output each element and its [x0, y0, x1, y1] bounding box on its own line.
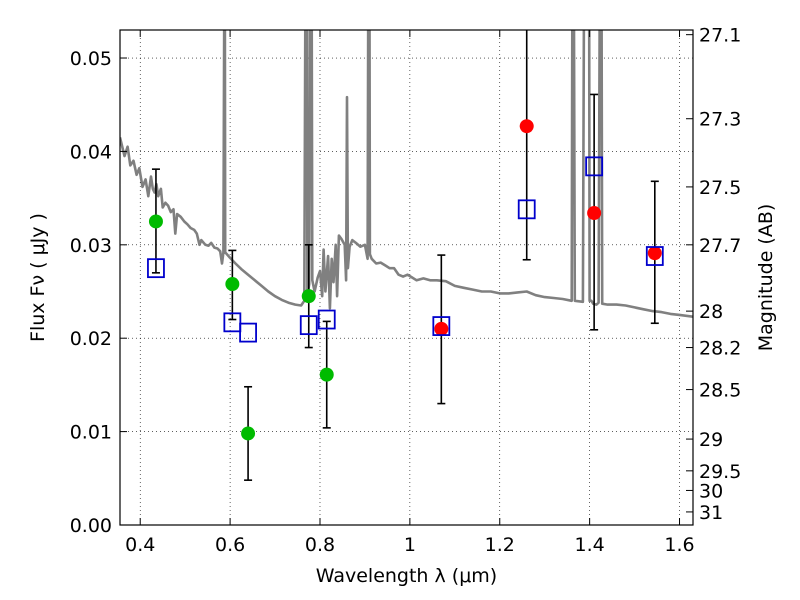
x-tick-label: 1: [404, 534, 416, 556]
model-flux-square: [432, 316, 451, 336]
data-point: [519, 119, 534, 134]
y2-tick-label: 29: [699, 429, 723, 451]
y-tick-label: 0.02: [70, 328, 112, 350]
y2-tick-label: 28.2: [699, 338, 741, 360]
y-tick-label: 0.04: [70, 141, 112, 163]
model-flux-square: [223, 312, 242, 333]
x-tick-label: 1.4: [575, 534, 605, 556]
grid: [120, 30, 693, 526]
x-tick-label: 1.2: [485, 534, 515, 556]
data-point: [241, 426, 256, 441]
y-tick-label: 0.03: [70, 235, 112, 257]
model-flux-square: [585, 156, 604, 177]
data-point: [587, 206, 602, 221]
x-tick-label: 0.4: [125, 534, 155, 556]
y2-tick-label: 27.5: [699, 177, 741, 199]
model-flux-square: [645, 246, 664, 266]
ticks-layer: 0.4 0.6 0.8 1 1.2 1.4 1.6 0.00 0.01 0.02 0.03 0.04 0…: [70, 25, 742, 556]
y-tick-label: 0.05: [70, 48, 112, 70]
y2-tick-label: 27.1: [699, 25, 741, 47]
y2-tick-label: 30: [699, 480, 723, 502]
data-point: [148, 214, 163, 229]
model-flux-square: [299, 315, 318, 336]
data-point: [434, 321, 449, 336]
y2-tick-label: 29.5: [699, 461, 741, 483]
markers-layer: [147, 119, 664, 441]
x-tick-label: 0.6: [215, 534, 245, 556]
y2-tick-label: 27.7: [699, 235, 741, 257]
y2-tick-label: 28.5: [699, 380, 741, 402]
model-flux-square: [517, 199, 536, 220]
x-tick-label: 0.8: [305, 534, 335, 556]
data-point: [319, 367, 334, 382]
model-flux-square: [147, 258, 165, 279]
y-tick-label: 0.01: [70, 422, 112, 444]
model-sed-curve: [120, 30, 693, 318]
data-point: [301, 289, 316, 304]
y-tick-label: 0.00: [70, 515, 112, 537]
y2-axis-label: Magnitude (AB): [755, 204, 777, 352]
x-axis-label: Wavelength λ (μm): [316, 565, 497, 587]
model-flux-square: [317, 309, 336, 330]
model-flux-square: [239, 322, 257, 343]
y-axis-label: Flux Fν ( μJy ): [27, 213, 49, 342]
plot-frame: [119, 29, 694, 526]
model-curve-layer: [120, 30, 693, 318]
y2-tick-label: 27.3: [699, 109, 741, 131]
y2-tick-label: 31: [699, 502, 723, 524]
y2-tick-label: 28: [699, 301, 723, 323]
data-point: [647, 246, 662, 261]
x-tick-label: 1.6: [664, 534, 694, 556]
data-point: [225, 277, 240, 292]
